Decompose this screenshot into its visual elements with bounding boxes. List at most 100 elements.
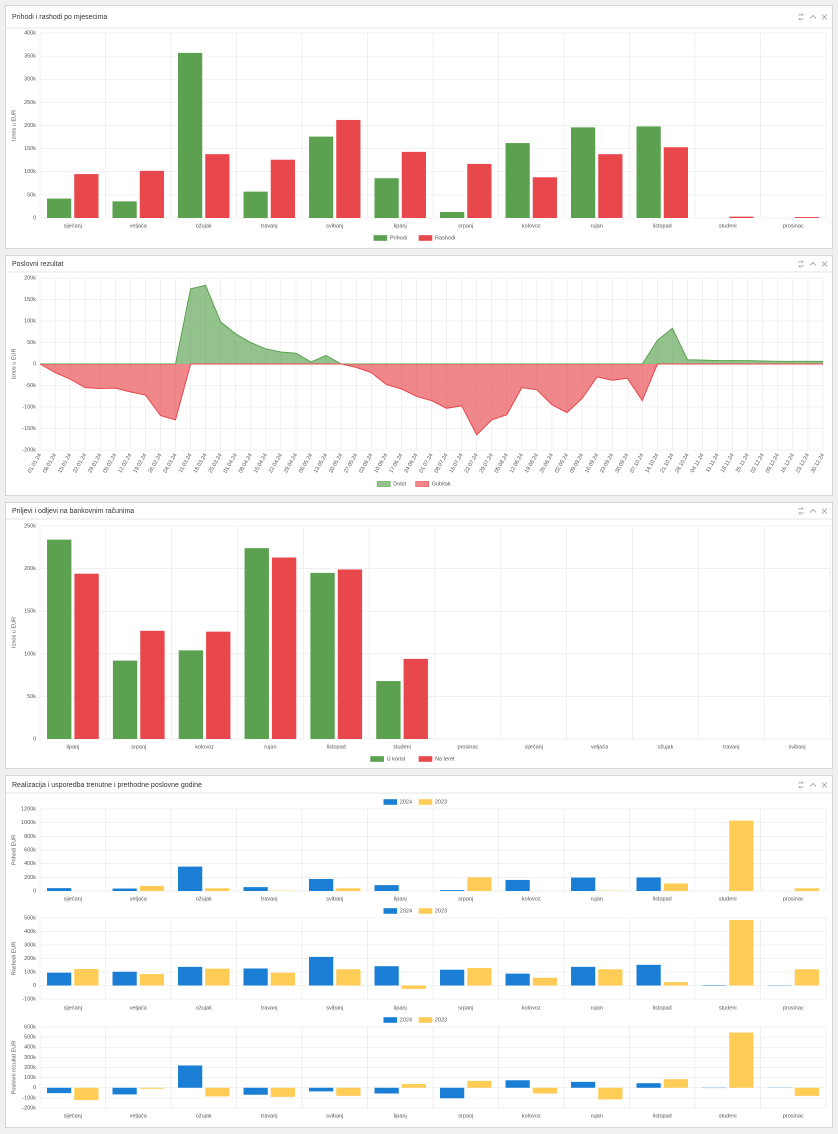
bar xyxy=(74,1087,99,1101)
x-tick-label: travanj xyxy=(261,896,278,902)
bar xyxy=(205,154,230,218)
bar xyxy=(374,1087,399,1094)
y-tick-label: -200k xyxy=(22,1105,36,1111)
y-tick-label: 150k xyxy=(24,609,36,615)
collapse-icon[interactable] xyxy=(809,14,817,19)
legend-label: 2023 xyxy=(435,1017,447,1023)
x-tick-label: ožujak xyxy=(196,896,212,902)
x-tick-label: travanj xyxy=(261,223,278,229)
x-tick-label: ožujak xyxy=(196,1005,212,1011)
y-axis-label: Prihodi EUR xyxy=(11,835,17,865)
bar xyxy=(337,569,363,739)
legend-label: U korist xyxy=(387,756,406,762)
x-tick-label: travanj xyxy=(261,1005,278,1011)
y-tick-label: 1200k xyxy=(21,806,36,812)
y-tick-label: 300k xyxy=(24,1055,36,1061)
y-tick-label: 400k xyxy=(24,1045,36,1051)
y-tick-label: -50k xyxy=(25,383,36,389)
bar xyxy=(178,866,203,891)
bar xyxy=(112,971,137,986)
bar xyxy=(74,174,99,218)
y-tick-label: 0 xyxy=(33,215,36,221)
y-tick-label: 200k xyxy=(24,275,36,281)
bar xyxy=(401,1084,426,1088)
bar xyxy=(243,1087,268,1095)
legend-label: Rashodi xyxy=(435,235,455,241)
bar xyxy=(440,211,465,218)
x-tick-label: svibanj xyxy=(326,1113,343,1119)
y-tick-label: 100k xyxy=(24,318,36,324)
refresh-icon[interactable] xyxy=(798,781,804,789)
bar xyxy=(139,885,164,891)
y-tick-label: 0 xyxy=(33,888,36,894)
y-tick-label: 400k xyxy=(24,861,36,867)
bar xyxy=(112,660,138,739)
bar xyxy=(178,52,203,219)
bar xyxy=(636,126,661,218)
legend-label: 2024 xyxy=(400,908,412,914)
bar xyxy=(571,966,596,986)
refresh-icon[interactable] xyxy=(798,260,804,268)
close-icon[interactable] xyxy=(821,782,828,788)
legend-swatch xyxy=(418,1017,433,1023)
bar xyxy=(663,147,688,218)
area-fill xyxy=(40,364,823,435)
collapse-icon[interactable] xyxy=(809,508,817,513)
bar xyxy=(243,191,268,218)
bar xyxy=(309,956,334,986)
y-tick-label: 0 xyxy=(33,1085,36,1091)
x-tick-label: studeni xyxy=(719,1113,737,1119)
x-tick-label: veljača xyxy=(130,1005,148,1011)
bar xyxy=(309,878,334,891)
bar xyxy=(271,557,297,739)
y-axis-label: Iznos u EUR xyxy=(11,617,17,648)
legend-swatch xyxy=(418,908,433,914)
legend-label: Na teret xyxy=(435,756,455,762)
close-icon[interactable] xyxy=(821,261,828,267)
panel-title: Realizacija i usporedba trenutne i preth… xyxy=(12,782,202,789)
y-tick-label: -150k xyxy=(22,426,36,432)
x-tick-label: siječanj xyxy=(64,1113,82,1119)
collapse-icon[interactable] xyxy=(809,782,817,787)
bar xyxy=(794,888,819,891)
x-tick-label: listopad xyxy=(653,1113,672,1119)
x-tick-label: veljača xyxy=(591,744,609,750)
legend-swatch xyxy=(383,1017,398,1023)
bar xyxy=(336,969,361,986)
x-tick-label: prosinac xyxy=(783,1005,804,1011)
bar xyxy=(571,1081,596,1088)
bar xyxy=(440,969,465,986)
area-line xyxy=(39,363,823,436)
y-tick-label: 350k xyxy=(24,54,36,60)
legend-swatch xyxy=(418,756,433,762)
close-icon[interactable] xyxy=(821,14,828,20)
y-tick-label: 500k xyxy=(24,1035,36,1041)
y-tick-label: 800k xyxy=(24,834,36,840)
legend-label: 2024 xyxy=(400,1017,412,1023)
x-tick-label: listopad xyxy=(327,744,346,750)
close-icon[interactable] xyxy=(821,508,828,514)
bar xyxy=(178,966,203,986)
bar xyxy=(47,198,72,218)
bar xyxy=(467,163,492,218)
bar xyxy=(440,890,465,891)
x-tick-label: lipanj xyxy=(66,744,79,750)
refresh-icon[interactable] xyxy=(798,507,804,515)
x-tick-label: studeni xyxy=(719,1005,737,1011)
bar xyxy=(374,885,399,891)
bar xyxy=(74,969,99,986)
bar xyxy=(636,877,661,891)
bar xyxy=(794,969,819,986)
refresh-icon[interactable] xyxy=(798,13,804,21)
legend-label: Prihodi xyxy=(390,235,407,241)
x-tick-label: listopad xyxy=(653,1005,672,1011)
bar xyxy=(309,136,334,218)
y-tick-label: 300k xyxy=(24,942,36,948)
bar xyxy=(47,888,72,891)
panel-title: Prihodi i rashodi po mjesecima xyxy=(12,14,107,21)
y-axis-label: Rashodi EUR xyxy=(11,942,17,975)
x-tick-label: lipanj xyxy=(394,896,407,902)
collapse-icon[interactable] xyxy=(809,261,817,266)
x-tick-label: siječanj xyxy=(525,744,543,750)
